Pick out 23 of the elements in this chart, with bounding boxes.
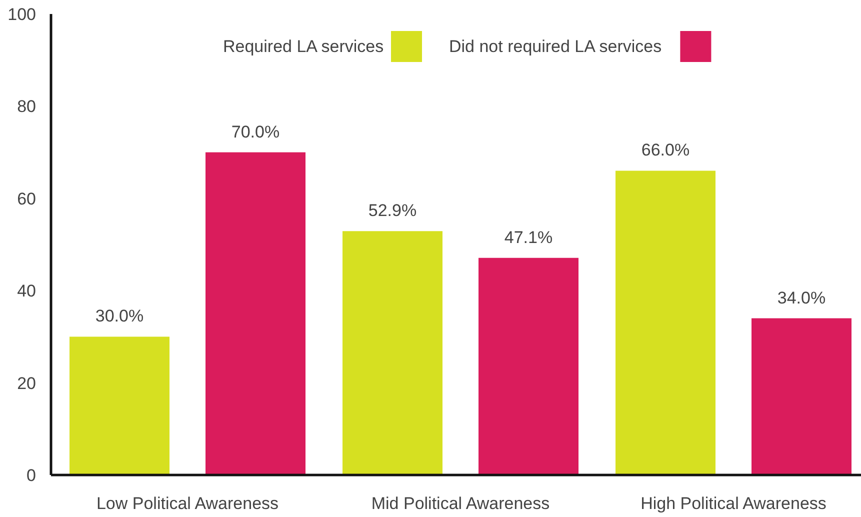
data-label: 52.9% [368, 201, 417, 220]
data-label: 70.0% [231, 122, 280, 142]
bar [206, 152, 306, 475]
bar [616, 170, 716, 475]
legend-label: Required LA services [223, 37, 384, 56]
data-label: 66.0% [641, 140, 690, 160]
x-tick-label: High Political Awareness [640, 494, 826, 513]
data-label: 47.1% [504, 228, 553, 247]
data-label: 34.0% [777, 288, 826, 308]
y-tick-label: 100 [8, 5, 36, 24]
legend-label: Did not required LA services [449, 37, 662, 56]
y-tick-label: 0 [26, 466, 36, 485]
x-tick-label: Low Political Awareness [96, 494, 279, 513]
y-tick-label: 80 [17, 97, 36, 116]
bar [70, 336, 170, 475]
y-tick-label: 60 [17, 189, 36, 208]
bar [752, 318, 852, 475]
x-tick-label: Mid Political Awareness [371, 494, 550, 513]
bar [478, 258, 578, 475]
y-tick-label: 20 [17, 374, 36, 393]
data-label: 30.0% [95, 306, 144, 326]
y-tick-label: 40 [17, 282, 36, 301]
bar [342, 231, 442, 475]
